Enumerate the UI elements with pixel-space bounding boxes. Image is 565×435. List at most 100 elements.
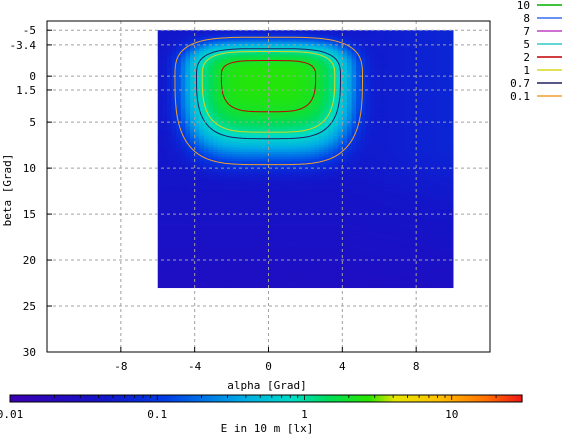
heatmap-cell xyxy=(273,165,279,169)
heatmap-cell xyxy=(194,101,200,105)
heatmap-cell xyxy=(268,138,274,141)
heatmap-cell xyxy=(337,269,343,272)
heatmap-cell xyxy=(208,250,214,254)
heatmap-cell xyxy=(259,188,265,192)
heatmap-cell xyxy=(296,83,302,86)
heatmap-cell xyxy=(263,78,269,82)
heatmap-cell xyxy=(176,83,182,86)
heatmap-cell xyxy=(166,122,172,125)
heatmap-cell xyxy=(268,193,274,197)
heatmap-cell xyxy=(217,273,223,277)
heatmap-cell xyxy=(203,262,209,266)
heatmap-cell xyxy=(203,142,209,146)
heatmap-cell xyxy=(282,260,288,263)
heatmap-cell xyxy=(231,147,237,151)
heatmap-cell xyxy=(351,188,357,192)
heatmap-cell xyxy=(291,99,297,102)
heatmap-cell xyxy=(180,112,186,116)
heatmap-cell xyxy=(222,115,228,118)
heatmap-cell xyxy=(305,108,311,112)
heatmap-cell xyxy=(240,103,246,107)
heatmap-cell xyxy=(259,218,265,222)
heatmap-cell xyxy=(208,209,214,213)
heatmap-cell xyxy=(268,87,274,91)
heatmap-cell xyxy=(291,50,297,54)
heatmap-cell xyxy=(254,241,260,245)
heatmap-cell xyxy=(203,158,209,162)
heatmap-cell xyxy=(310,276,316,279)
heatmap-cell xyxy=(180,271,186,275)
heatmap-cell xyxy=(310,142,316,146)
heatmap-cell xyxy=(222,149,228,153)
heatmap-cell xyxy=(259,255,265,259)
heatmap-cell xyxy=(351,184,357,187)
heatmap-cell xyxy=(176,239,182,243)
heatmap-cell xyxy=(337,124,343,128)
heatmap-cell xyxy=(286,278,292,282)
heatmap-cell xyxy=(319,234,325,238)
heatmap-cell xyxy=(356,211,362,215)
heatmap-cell xyxy=(337,223,343,226)
heatmap-cell xyxy=(199,106,205,109)
heatmap-cell xyxy=(250,92,256,95)
heatmap-cell xyxy=(277,48,283,52)
heatmap-cell xyxy=(273,66,279,70)
heatmap-cell xyxy=(185,124,191,128)
heatmap-cell xyxy=(300,200,306,203)
heatmap-cell xyxy=(346,55,352,59)
heatmap-cell xyxy=(319,39,325,43)
heatmap-cell xyxy=(323,156,329,160)
heatmap-cell xyxy=(236,156,242,160)
heatmap-cell xyxy=(277,133,283,137)
heatmap-cell xyxy=(226,207,232,210)
heatmap-cell xyxy=(185,34,191,38)
heatmap-cell xyxy=(300,145,306,148)
heatmap-cell xyxy=(291,78,297,82)
heatmap-cell xyxy=(286,69,292,72)
heatmap-cell xyxy=(171,131,177,135)
heatmap-cell xyxy=(273,266,279,270)
heatmap-cell xyxy=(157,108,163,112)
heatmap-cell xyxy=(203,62,209,66)
heatmap-cell xyxy=(333,283,339,286)
heatmap-cell xyxy=(240,83,246,86)
heatmap-cell xyxy=(305,135,311,139)
heatmap-cell xyxy=(314,269,320,272)
heatmap-cell xyxy=(310,32,316,36)
heatmap-cell xyxy=(337,197,343,201)
heatmap-cell xyxy=(162,71,168,75)
heatmap-cell xyxy=(356,283,362,286)
heatmap-cell xyxy=(250,214,256,217)
heatmap-cell xyxy=(162,122,168,125)
heatmap-cell xyxy=(259,184,265,187)
heatmap-cell xyxy=(282,179,288,183)
heatmap-cell xyxy=(333,158,339,162)
heatmap-cell xyxy=(305,209,311,213)
heatmap-cell xyxy=(342,117,348,121)
heatmap-cell xyxy=(236,154,242,158)
heatmap-cell xyxy=(273,48,279,52)
heatmap-cell xyxy=(351,264,357,268)
heatmap-cell xyxy=(226,154,232,158)
heatmap-cell xyxy=(171,264,177,268)
heatmap-cell xyxy=(310,55,316,59)
heatmap-cell xyxy=(194,71,200,75)
heatmap-cell xyxy=(337,126,343,130)
heatmap-cell xyxy=(203,94,209,98)
heatmap-cell xyxy=(180,154,186,158)
heatmap-cell xyxy=(356,62,362,66)
heatmap-cell xyxy=(310,197,316,201)
heatmap-cell xyxy=(176,262,182,266)
heatmap-cell xyxy=(162,96,168,100)
heatmap-cell xyxy=(360,175,366,178)
heatmap-cell xyxy=(199,271,205,275)
heatmap-cell xyxy=(222,285,228,289)
heatmap-cell xyxy=(259,142,265,146)
heatmap-cell xyxy=(157,239,163,243)
heatmap-cell xyxy=(323,170,329,174)
heatmap-cell xyxy=(254,76,260,79)
heatmap-cell xyxy=(194,115,200,118)
heatmap-cell xyxy=(231,283,237,286)
heatmap-cell xyxy=(250,207,256,210)
heatmap-cell xyxy=(217,119,223,123)
